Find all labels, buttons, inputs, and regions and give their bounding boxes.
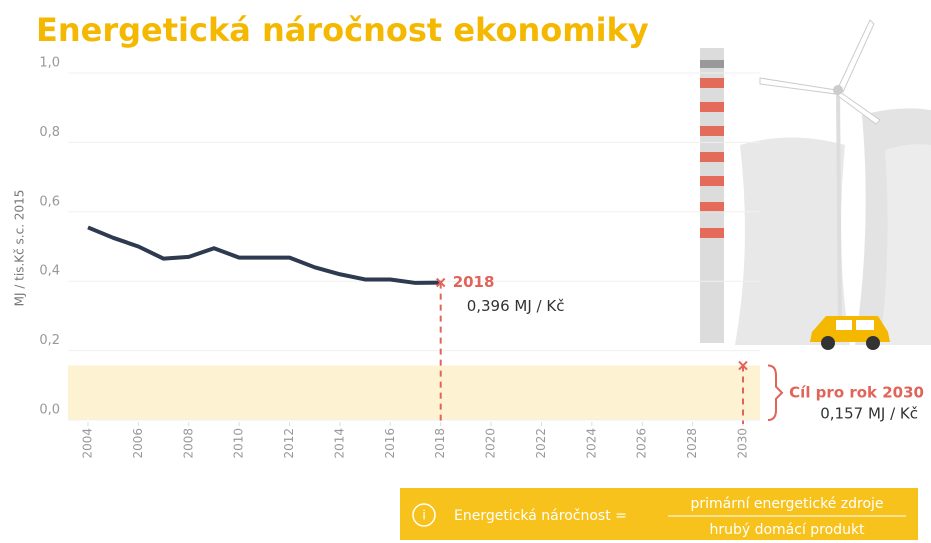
x-tick-label: 2030 bbox=[736, 428, 750, 459]
info-icon: i bbox=[422, 509, 426, 524]
y-tick-label: 0,2 bbox=[39, 333, 60, 348]
chart-title: Energetická náročnost ekonomiky bbox=[36, 11, 649, 49]
annotation-title: Cíl pro rok 2030 bbox=[789, 384, 924, 402]
bracket bbox=[768, 366, 782, 420]
formula-denominator: hrubý domácí produkt bbox=[709, 522, 865, 538]
annotation-label: 0,396 MJ / Kč bbox=[467, 297, 565, 315]
x-tick-label: 2004 bbox=[81, 428, 95, 459]
x-tick-label: 2018 bbox=[433, 428, 447, 459]
y-tick-label: 0,8 bbox=[39, 125, 60, 140]
y-axis-label: MJ / tis.Kč s.c. 2015 bbox=[13, 190, 27, 307]
x-tick-label: 2012 bbox=[282, 428, 296, 459]
x-tick-label: 2024 bbox=[584, 428, 598, 459]
formula-lhs: Energetická náročnost = bbox=[454, 508, 627, 524]
chart: Energetická náročnost ekonomiky MJ / tis… bbox=[0, 0, 931, 543]
x-tick-label: 2008 bbox=[181, 428, 195, 459]
x-tick-label: 2016 bbox=[383, 428, 397, 459]
x-tick-label: 2006 bbox=[131, 428, 145, 459]
annotation-label: 0,157 MJ / Kč bbox=[820, 405, 918, 423]
annotation-title: 2018 bbox=[453, 273, 495, 291]
x-tick-label: 2014 bbox=[332, 428, 346, 459]
y-tick-label: 0,0 bbox=[39, 403, 60, 418]
y-tick-label: 0,6 bbox=[39, 194, 60, 209]
x-tick-label: 2028 bbox=[685, 428, 699, 459]
y-tick-label: 0,4 bbox=[39, 264, 60, 279]
x-tick-label: 2026 bbox=[635, 428, 649, 459]
formula-numerator: primární energetické zdroje bbox=[690, 496, 883, 512]
series-line bbox=[88, 227, 441, 283]
x-tick-label: 2010 bbox=[232, 428, 246, 459]
y-tick-label: 1,0 bbox=[39, 56, 60, 71]
x-tick-label: 2020 bbox=[484, 428, 498, 459]
illustration bbox=[700, 20, 931, 350]
formula-box: i Energetická náročnost = primární energ… bbox=[400, 488, 918, 540]
target-band bbox=[68, 366, 760, 420]
x-tick-label: 2022 bbox=[534, 428, 548, 459]
